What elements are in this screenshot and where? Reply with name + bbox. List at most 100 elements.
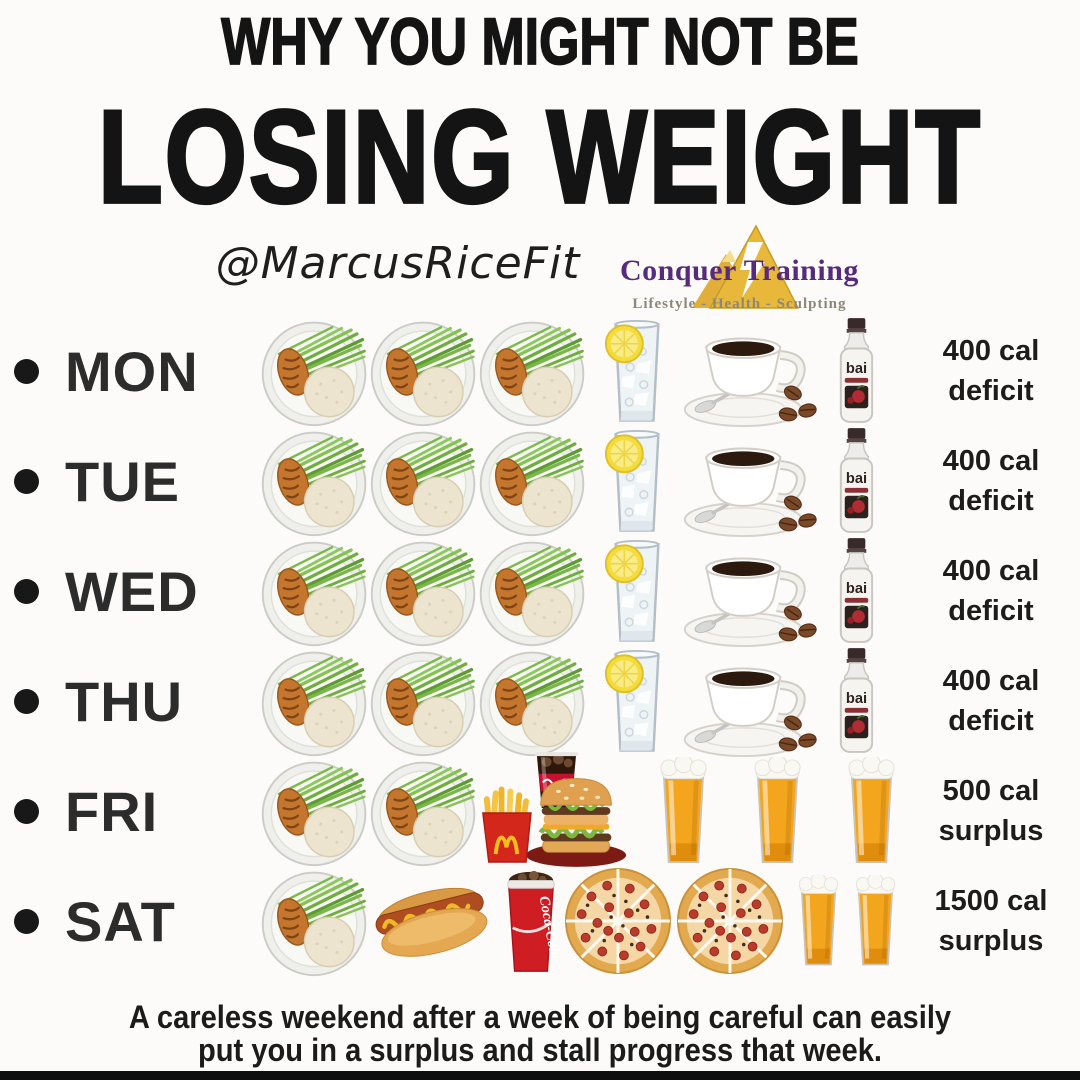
- meal-plate-icon: [258, 864, 372, 978]
- svg-text:bai: bai: [846, 471, 867, 487]
- coffee-icon: [679, 428, 825, 540]
- beer-icon: [844, 757, 899, 865]
- svg-text:bai: bai: [846, 581, 867, 597]
- day-column: TUE: [0, 449, 258, 514]
- meal-plate-icon: [258, 644, 372, 758]
- meal-items: bai: [258, 532, 902, 650]
- beer-icon: [656, 757, 711, 865]
- result-amount: 400 cal: [942, 445, 1040, 477]
- svg-text:bai: bai: [846, 361, 867, 377]
- page-title-line1: WHY YOU MIGHT NOT BE: [221, 4, 860, 79]
- meal-items: bai: [258, 642, 902, 760]
- meal-plate-icon: [476, 644, 590, 758]
- day-label: FRI: [65, 779, 159, 843]
- meal-plate-icon: [367, 534, 481, 648]
- footer-line1: A careless weekend after a week of being…: [128, 999, 952, 1036]
- day-column: FRI: [0, 779, 258, 844]
- meal-items: [258, 752, 902, 870]
- bai-bottle-icon: bai: [833, 536, 880, 646]
- water-lemon-icon: [601, 316, 671, 426]
- meal-plate-icon: [258, 314, 372, 428]
- meal-plate-icon: [258, 534, 372, 648]
- result-type: surplus: [938, 815, 1044, 847]
- meal-plate-icon: [258, 424, 372, 538]
- bullet-dot: [14, 798, 39, 824]
- result-amount: 400 cal: [942, 335, 1040, 367]
- day-row-sat: SAT Coca-Cola: [0, 864, 1080, 978]
- result-amount: 400 cal: [942, 665, 1040, 697]
- brand-row: @MarcusRiceFit Conquer Training Lifestyl…: [0, 224, 1080, 313]
- bottom-black-bar: [0, 1071, 1080, 1080]
- bullet-dot: [14, 468, 39, 494]
- meal-items: bai: [258, 422, 902, 540]
- result-amount: 400 cal: [942, 555, 1040, 587]
- page-title: WHY YOU MIGHT NOT BE LOSING WEIGHT: [0, 0, 1080, 232]
- calorie-result: 400 cal deficit: [902, 551, 1080, 631]
- day-row-tue: TUE: [0, 426, 1080, 538]
- day-label: THU: [65, 669, 184, 733]
- result-amount: 500 cal: [942, 775, 1040, 807]
- coffee-icon: [679, 648, 825, 760]
- meal-plate-icon: [476, 424, 590, 538]
- beer-small-icon: [795, 875, 842, 967]
- calorie-result: 400 cal deficit: [902, 331, 1080, 411]
- day-row-thu: THU: [0, 646, 1080, 758]
- calorie-result: 400 cal deficit: [902, 441, 1080, 521]
- week-rows: MON: [0, 316, 1080, 978]
- meal-plate-icon: [367, 644, 481, 758]
- instagram-handle: @MarcusRiceFit: [215, 238, 581, 289]
- day-row-wed: WED: [0, 536, 1080, 648]
- day-column: MON: [0, 339, 258, 404]
- water-lemon-icon: [601, 646, 671, 756]
- footer-caption: A careless weekend after a week of being…: [0, 999, 1080, 1069]
- result-type: surplus: [938, 925, 1044, 957]
- meal-plate-icon: [367, 314, 481, 428]
- bai-bottle-icon: bai: [833, 426, 880, 536]
- day-column: WED: [0, 559, 258, 624]
- day-column: THU: [0, 669, 258, 734]
- beer-icon: [750, 757, 805, 865]
- result-type: deficit: [948, 595, 1034, 627]
- meal-items: bai: [258, 312, 902, 430]
- result-amount: 1500 cal: [934, 885, 1048, 917]
- beer-small-icon: [852, 875, 899, 967]
- meal-items: Coca-Cola: [258, 864, 902, 978]
- calorie-result: 1500 cal surplus: [902, 881, 1080, 961]
- bullet-dot: [14, 908, 39, 934]
- conquer-training-logo: Conquer Training Lifestyle - Health - Sc…: [614, 224, 864, 313]
- bai-bottle-icon: bai: [833, 316, 880, 426]
- bullet-dot: [14, 688, 39, 714]
- coffee-icon: [679, 318, 825, 430]
- logo-tagline: Lifestyle - Health - Sculpting: [632, 296, 847, 312]
- day-column: SAT: [0, 889, 258, 954]
- coffee-icon: [679, 538, 825, 650]
- meal-plate-icon: [258, 754, 372, 868]
- day-label: MON: [65, 339, 199, 403]
- bai-bottle-icon: bai: [833, 646, 880, 756]
- logo-name: Conquer Training: [619, 254, 859, 287]
- day-row-fri: FRI: [0, 752, 1080, 867]
- calorie-result: 400 cal deficit: [902, 661, 1080, 741]
- water-lemon-icon: [601, 536, 671, 646]
- water-lemon-icon: [601, 426, 671, 536]
- mountain-logo-icon: [664, 220, 814, 321]
- day-label: WED: [65, 559, 199, 623]
- footer-line2: put you in a surplus and stall progress …: [197, 1032, 883, 1069]
- bullet-dot: [14, 358, 39, 384]
- day-label: TUE: [65, 449, 180, 513]
- pizza-icon: [675, 866, 785, 976]
- coke-cup-icon: Coca-Cola: [501, 868, 561, 974]
- result-type: deficit: [948, 485, 1034, 517]
- mcdonalds-meal-icon: [478, 752, 630, 870]
- pizza-icon: [563, 866, 673, 976]
- meal-plate-icon: [367, 424, 481, 538]
- day-label: SAT: [65, 889, 176, 953]
- bullet-dot: [14, 578, 39, 604]
- result-type: deficit: [948, 705, 1034, 737]
- svg-text:bai: bai: [846, 691, 867, 707]
- meal-plate-icon: [476, 314, 590, 428]
- calorie-result: 500 cal surplus: [902, 771, 1080, 851]
- meal-plate-icon: [367, 754, 481, 868]
- day-row-mon: MON: [0, 316, 1080, 428]
